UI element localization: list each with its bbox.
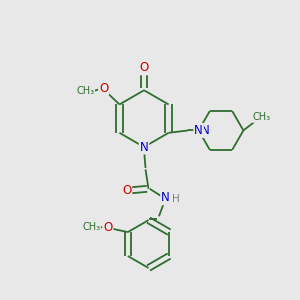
Text: CH₃: CH₃ bbox=[82, 222, 100, 232]
Text: O: O bbox=[99, 82, 108, 94]
Text: H: H bbox=[172, 194, 180, 204]
Text: O: O bbox=[122, 184, 131, 197]
Text: N: N bbox=[201, 124, 210, 137]
Text: N: N bbox=[194, 124, 203, 137]
Text: N: N bbox=[140, 140, 148, 154]
Text: O: O bbox=[103, 221, 112, 234]
Text: CH₃: CH₃ bbox=[252, 112, 270, 122]
Text: CH₃: CH₃ bbox=[76, 86, 94, 96]
Text: N: N bbox=[161, 191, 170, 204]
Text: O: O bbox=[140, 61, 149, 74]
